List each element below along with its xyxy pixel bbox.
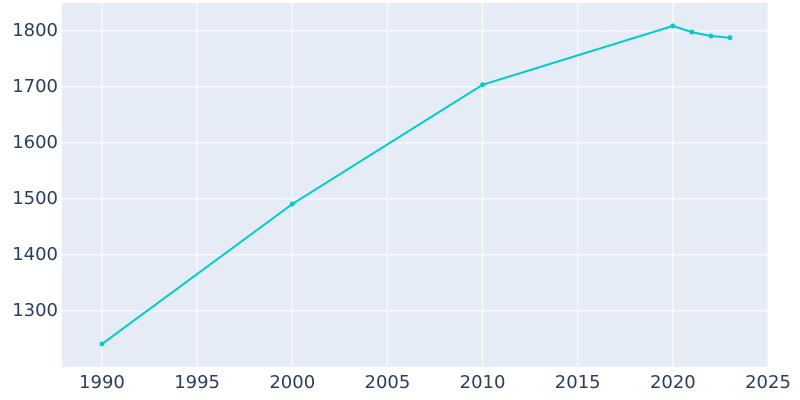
x-tick-label: 2010 [460,372,506,393]
y-tick-label: 1800 [12,20,58,41]
x-tick-label: 2025 [745,372,791,393]
point [289,201,295,207]
point [689,29,695,35]
x-tick-label: 2005 [365,372,411,393]
point [708,33,714,39]
point [480,82,486,88]
y-tick-label: 1600 [12,132,58,153]
x-tick-label: 1990 [79,372,125,393]
point [727,35,733,41]
x-tick-label: 2000 [269,372,315,393]
x-tick-label: 2020 [650,372,696,393]
y-tick-label: 1400 [12,244,58,265]
point [99,341,105,347]
plot-area [62,3,768,367]
y-tick-label: 1500 [12,188,58,209]
y-tick-label: 1700 [12,76,58,97]
x-tick-label: 1995 [174,372,220,393]
y-tick-label: 1300 [12,300,58,321]
point [670,23,676,29]
x-tick-label: 2015 [555,372,601,393]
